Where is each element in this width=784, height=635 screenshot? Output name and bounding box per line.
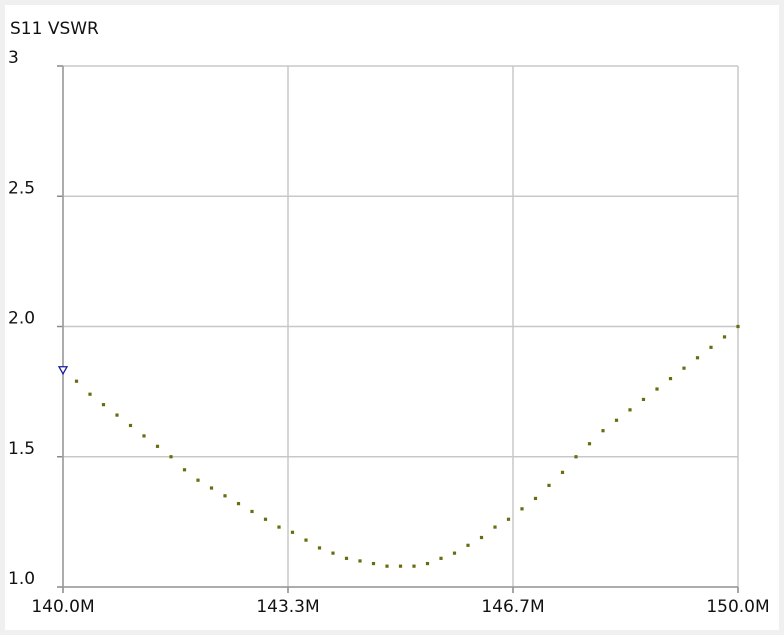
data-point xyxy=(304,538,308,542)
data-point xyxy=(452,551,457,555)
data-point xyxy=(128,423,133,428)
data-point xyxy=(533,496,538,501)
data-point xyxy=(115,413,119,417)
data-point xyxy=(277,525,281,529)
data-point xyxy=(169,455,173,459)
data-point xyxy=(250,509,254,514)
data-point xyxy=(695,356,700,360)
data-point xyxy=(560,470,565,474)
data-point xyxy=(74,379,79,383)
data-point xyxy=(88,392,92,396)
data-point xyxy=(385,564,389,568)
x-tick-label: 150.0M xyxy=(706,597,769,617)
x-tick-label: 143.3M xyxy=(256,597,319,617)
data-point xyxy=(682,366,686,370)
x-tick-label: 146.7M xyxy=(481,597,544,617)
data-point xyxy=(412,564,416,568)
y-tick-label: 3 xyxy=(8,48,19,68)
data-point xyxy=(587,442,592,446)
chart-title: S11 VSWR xyxy=(10,19,99,39)
data-point xyxy=(479,535,484,540)
data-point xyxy=(547,483,551,488)
data-point xyxy=(506,517,511,521)
data-point xyxy=(101,403,106,407)
y-tick-label: 1.0 xyxy=(8,569,35,589)
data-point xyxy=(155,444,160,448)
data-point xyxy=(182,468,187,472)
data-point xyxy=(371,561,376,566)
data-point xyxy=(236,502,241,506)
data-point xyxy=(439,556,443,560)
data-point xyxy=(209,486,214,490)
data-point xyxy=(196,478,200,482)
data-point xyxy=(668,377,673,381)
y-tick-label: 2.0 xyxy=(8,309,35,329)
data-point xyxy=(223,494,227,498)
data-point xyxy=(290,530,295,534)
x-tick-label: 140.0M xyxy=(31,597,94,617)
data-point xyxy=(520,507,524,511)
data-point xyxy=(142,434,146,438)
data-point xyxy=(641,397,646,402)
y-tick-label: 2.5 xyxy=(8,178,35,198)
data-point xyxy=(358,559,362,563)
data-point xyxy=(398,564,403,568)
data-point xyxy=(601,429,605,433)
data-point xyxy=(655,387,659,391)
data-point xyxy=(466,543,470,547)
data-point xyxy=(493,525,497,529)
data-point xyxy=(263,517,268,521)
data-point xyxy=(331,551,335,555)
marker xyxy=(57,366,69,376)
chart-background xyxy=(5,5,779,630)
data-point xyxy=(317,546,322,550)
data-point xyxy=(628,408,632,412)
data-point xyxy=(614,418,619,422)
y-tick-label: 1.5 xyxy=(8,439,35,459)
data-point xyxy=(709,345,713,349)
data-point xyxy=(574,455,578,459)
data-point xyxy=(736,324,740,329)
data-point xyxy=(722,335,727,339)
data-point xyxy=(344,556,349,560)
data-point xyxy=(425,561,430,566)
